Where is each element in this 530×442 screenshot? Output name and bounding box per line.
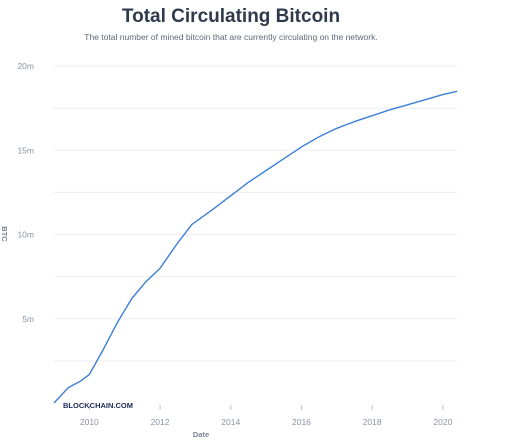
x-tick-label: 2020 [433, 417, 452, 427]
series-layer [53, 90, 458, 404]
grid [54, 65, 457, 362]
x-tick-label: 2018 [363, 417, 382, 427]
blockchain-logo: BLOCKCHAIN.COM [63, 401, 133, 410]
x-axis-label: Date [193, 430, 209, 439]
y-tick-label: 20m [17, 61, 34, 71]
y-tick-label: 15m [17, 145, 34, 155]
chart-title: Total Circulating Bitcoin [121, 6, 341, 27]
x-tick-label: 2014 [221, 417, 240, 427]
y-tick-label: 5m [22, 314, 34, 324]
chart-subtitle: The total number of mined bitcoin that a… [84, 32, 378, 42]
x-tick-label: 2010 [80, 417, 99, 427]
y-tick-label: 10m [17, 230, 34, 240]
y-axis-label: BTC [0, 226, 9, 242]
x-tick-label: 2016 [292, 417, 311, 427]
series-line [53, 90, 458, 404]
x-tick-label: 2012 [151, 417, 170, 427]
y-axis-ticks: 5m 10m 15m 20m [17, 61, 34, 324]
x-axis-ticks: 2010 2012 2014 2016 2018 2020 [80, 405, 453, 427]
